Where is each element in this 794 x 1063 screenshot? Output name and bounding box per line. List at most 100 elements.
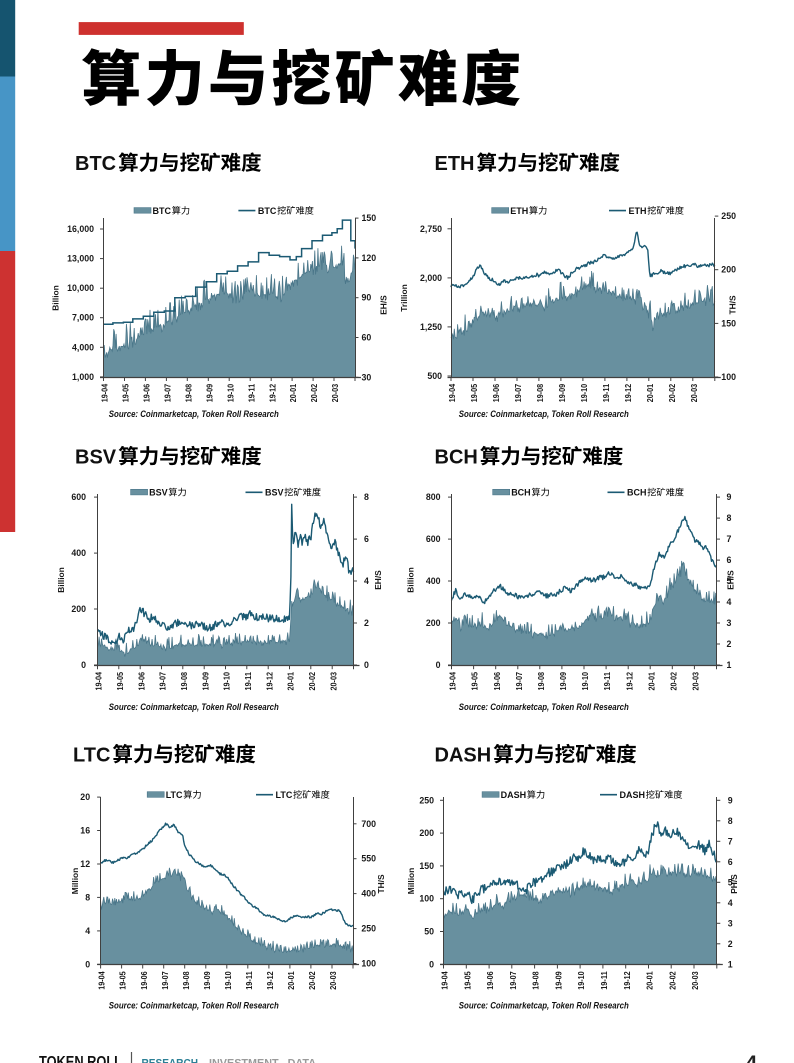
svg-text:8: 8 bbox=[364, 492, 369, 502]
svg-text:1: 1 bbox=[728, 959, 733, 969]
svg-text:Billion: Billion bbox=[406, 567, 416, 593]
svg-text:3: 3 bbox=[727, 618, 732, 628]
svg-text:6: 6 bbox=[364, 534, 369, 544]
svg-text:20-03: 20-03 bbox=[691, 672, 701, 691]
svg-text:19-04: 19-04 bbox=[448, 672, 458, 691]
svg-text:150: 150 bbox=[419, 861, 434, 871]
svg-text:100: 100 bbox=[419, 894, 434, 904]
svg-text:8: 8 bbox=[727, 513, 732, 523]
svg-text:Billion: Billion bbox=[56, 567, 66, 593]
svg-text:20-01: 20-01 bbox=[645, 971, 655, 990]
svg-text:Million: Million bbox=[70, 868, 80, 895]
svg-text:8: 8 bbox=[85, 892, 90, 902]
svg-text:ETH: ETH bbox=[435, 153, 475, 175]
svg-text:19-10: 19-10 bbox=[580, 672, 590, 691]
svg-text:LTC: LTC bbox=[276, 790, 293, 800]
svg-text:2: 2 bbox=[364, 618, 369, 628]
svg-text:9: 9 bbox=[727, 492, 732, 502]
svg-text:19-07: 19-07 bbox=[163, 384, 173, 403]
svg-text:ETH: ETH bbox=[629, 206, 647, 216]
svg-text:19-04: 19-04 bbox=[440, 971, 450, 990]
svg-text:TH/S: TH/S bbox=[728, 295, 738, 314]
svg-text:19-09: 19-09 bbox=[200, 672, 210, 691]
svg-text:19-08: 19-08 bbox=[183, 384, 193, 403]
svg-text:400: 400 bbox=[361, 889, 376, 899]
svg-text:19-04: 19-04 bbox=[94, 672, 104, 691]
svg-text:19-09: 19-09 bbox=[558, 672, 568, 691]
svg-text:400: 400 bbox=[426, 576, 441, 586]
svg-text:19-09: 19-09 bbox=[202, 971, 212, 990]
svg-text:20-03: 20-03 bbox=[328, 971, 338, 990]
svg-text:. INVESTMENT . DATA: . INVESTMENT . DATA bbox=[203, 1057, 316, 1063]
svg-text:4: 4 bbox=[364, 576, 369, 586]
svg-text:150: 150 bbox=[721, 318, 736, 328]
svg-text:200: 200 bbox=[721, 265, 736, 275]
svg-text:19-09: 19-09 bbox=[557, 384, 567, 403]
svg-text:20: 20 bbox=[80, 792, 90, 802]
svg-text:3: 3 bbox=[728, 918, 733, 928]
svg-text:20-03: 20-03 bbox=[690, 971, 700, 990]
svg-text:19-05: 19-05 bbox=[470, 672, 480, 691]
svg-text:19-09: 19-09 bbox=[554, 971, 564, 990]
svg-text:20-02: 20-02 bbox=[307, 971, 317, 990]
svg-text:200: 200 bbox=[71, 604, 86, 614]
svg-text:0: 0 bbox=[436, 660, 441, 670]
svg-text:800: 800 bbox=[426, 492, 441, 502]
svg-text:19-05: 19-05 bbox=[118, 971, 128, 990]
svg-text:19-06: 19-06 bbox=[485, 971, 495, 990]
svg-text:20-01: 20-01 bbox=[645, 384, 655, 403]
svg-text:Source: Coinmarketcap, Token R: Source: Coinmarketcap, Token Roll Resear… bbox=[109, 409, 279, 419]
svg-text:19-11: 19-11 bbox=[602, 672, 612, 691]
svg-text:90: 90 bbox=[362, 293, 372, 303]
svg-text:Source: Coinmarketcap, Token R: Source: Coinmarketcap, Token Roll Resear… bbox=[109, 1001, 279, 1011]
svg-text:TH/S: TH/S bbox=[376, 874, 386, 893]
svg-text:10,000: 10,000 bbox=[67, 283, 94, 293]
svg-text:Trillion: Trillion bbox=[399, 284, 409, 311]
svg-text:200: 200 bbox=[426, 618, 441, 628]
svg-text:ETH: ETH bbox=[510, 206, 528, 216]
svg-text:0: 0 bbox=[81, 660, 86, 670]
svg-text:19-11: 19-11 bbox=[246, 384, 256, 403]
svg-text:19-12: 19-12 bbox=[267, 384, 277, 403]
svg-text:19-04: 19-04 bbox=[100, 384, 110, 403]
svg-text:200: 200 bbox=[419, 828, 434, 838]
svg-text:20-02: 20-02 bbox=[667, 971, 677, 990]
svg-text:50: 50 bbox=[424, 927, 434, 937]
svg-text:BTC: BTC bbox=[258, 206, 277, 216]
svg-text:19-06: 19-06 bbox=[136, 672, 146, 691]
svg-text:20-03: 20-03 bbox=[330, 384, 340, 403]
svg-text:19-11: 19-11 bbox=[244, 971, 254, 990]
svg-text:BCH: BCH bbox=[627, 488, 647, 498]
svg-text:DASH: DASH bbox=[501, 790, 527, 800]
svg-text:20-02: 20-02 bbox=[309, 384, 319, 403]
svg-text:19-12: 19-12 bbox=[264, 672, 274, 691]
svg-text:19-04: 19-04 bbox=[97, 971, 107, 990]
svg-text:20-02: 20-02 bbox=[667, 384, 677, 403]
svg-text:EH/S: EH/S bbox=[726, 570, 736, 590]
svg-text:19-11: 19-11 bbox=[243, 672, 253, 691]
svg-text:0: 0 bbox=[429, 959, 434, 969]
svg-text:19-10: 19-10 bbox=[222, 672, 232, 691]
svg-text:20-01: 20-01 bbox=[286, 971, 296, 990]
svg-text:BSV: BSV bbox=[149, 488, 168, 498]
svg-text:19-07: 19-07 bbox=[513, 384, 523, 403]
svg-text:19-11: 19-11 bbox=[601, 384, 611, 403]
svg-text:16: 16 bbox=[80, 826, 90, 836]
svg-text:19-07: 19-07 bbox=[160, 971, 170, 990]
svg-text:100: 100 bbox=[721, 372, 736, 382]
svg-text:2,000: 2,000 bbox=[420, 273, 442, 283]
svg-text:BSV: BSV bbox=[265, 488, 284, 498]
svg-text:BTC: BTC bbox=[75, 153, 116, 175]
svg-text:TOKEN ROLL: TOKEN ROLL bbox=[39, 1054, 122, 1063]
svg-text:120: 120 bbox=[362, 253, 377, 263]
svg-text:250: 250 bbox=[419, 795, 434, 805]
svg-text:4: 4 bbox=[746, 1052, 758, 1063]
svg-text:12: 12 bbox=[80, 859, 90, 869]
svg-text:19-06: 19-06 bbox=[491, 384, 501, 403]
svg-text:16,000: 16,000 bbox=[67, 224, 94, 234]
svg-text:Source: Coinmarketcap, Token R: Source: Coinmarketcap, Token Roll Resear… bbox=[459, 409, 629, 419]
svg-text:Source: Coinmarketcap, Token R: Source: Coinmarketcap, Token Roll Resear… bbox=[459, 1001, 629, 1011]
svg-text:700: 700 bbox=[361, 819, 376, 829]
svg-text:19-12: 19-12 bbox=[623, 384, 633, 403]
svg-text:19-08: 19-08 bbox=[535, 384, 545, 403]
